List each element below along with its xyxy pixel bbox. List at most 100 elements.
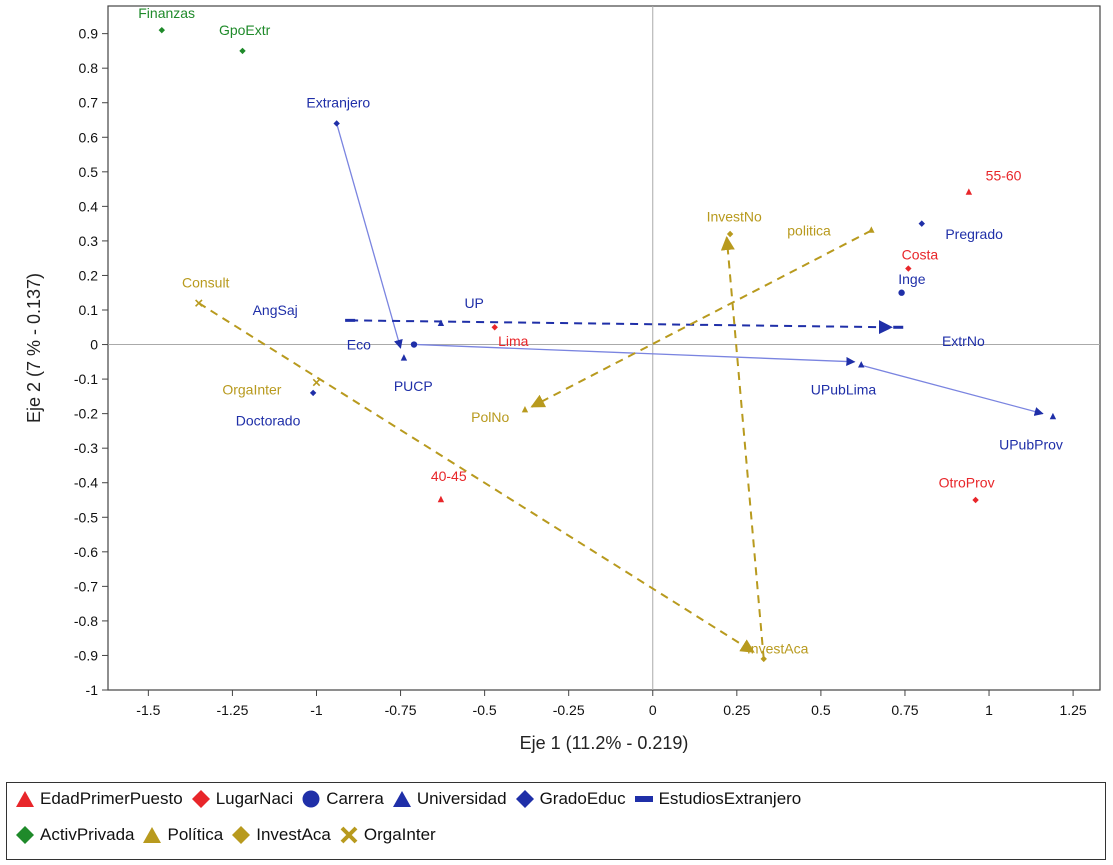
chart-legend: EdadPrimerPuesto LugarNaci Carrera Universi… <box>6 782 1106 860</box>
x-tick-label: -0.75 <box>385 702 417 718</box>
legend-label: GradoEduc <box>539 789 626 808</box>
point-up <box>437 319 445 327</box>
point-label-inge: Inge <box>898 271 925 287</box>
triangle-icon <box>142 825 162 845</box>
y-tick-label: 0.8 <box>79 60 99 76</box>
legend-label: ActivPrivada <box>40 825 135 844</box>
point-upublima <box>858 361 865 368</box>
y-tick-label: -0.5 <box>74 509 98 525</box>
point-label-investaca: InvestAca <box>747 641 809 657</box>
legend-item-lugarnaci: LugarNaci <box>191 789 294 809</box>
point-label-orgainter: OrgaInter <box>222 381 281 397</box>
x-tick-label: 0.75 <box>891 702 918 718</box>
point-label-doctorado: Doctorado <box>236 413 301 429</box>
point-extrno <box>893 325 904 329</box>
x-tick-label: 0.25 <box>723 702 750 718</box>
x-tick-label: -0.25 <box>553 702 585 718</box>
y-tick-label: 0.3 <box>79 233 99 249</box>
x-tick-label: -1 <box>310 702 323 718</box>
y-tick-label: 0.9 <box>79 26 99 42</box>
point-doctorado <box>309 389 317 397</box>
point-costa <box>905 265 912 272</box>
point-label-politica: politica <box>787 223 831 239</box>
y-tick-label: -1 <box>86 682 99 698</box>
point-label-consult: Consult <box>182 274 230 290</box>
plot-frame <box>107 5 1101 691</box>
y-tick-label: 0.2 <box>79 267 99 283</box>
x-tick-label: 0.5 <box>811 702 831 718</box>
point-eco <box>410 341 418 348</box>
trajectory-arrow <box>198 302 755 653</box>
legend-label: Universidad <box>416 789 507 808</box>
y-axis-title: Eje 2 (7 % - 0.137) <box>24 273 44 423</box>
point-label-costa: Costa <box>902 247 939 263</box>
diamond-icon <box>191 789 211 809</box>
x-tick-label: -0.5 <box>473 702 497 718</box>
y-tick-label: -0.4 <box>74 475 98 491</box>
cross-icon <box>339 825 359 845</box>
trajectory-arrow <box>720 236 765 659</box>
point-polno <box>521 405 529 413</box>
point-consult <box>195 299 203 307</box>
point-label-40-45: 40-45 <box>431 468 467 484</box>
point-gpoextr <box>239 47 246 55</box>
y-tick-label: -0.2 <box>74 406 98 422</box>
x-axis-title: Eje 1 (11.2% - 0.219) <box>520 733 689 753</box>
point-label-extrno: ExtrNo <box>942 333 985 349</box>
point-label-eco: Eco <box>347 337 371 353</box>
correspondence-chart: -1.5 -1.25 -1 -0.75 -0.5 -0.25 0 0.25 0.5 0.75 1 1.… <box>24 5 1101 753</box>
point-label-angsaj: AngSaj <box>253 302 298 318</box>
legend-item-activprivada: ActivPrivada <box>15 825 134 845</box>
legend-item-orgainter: OrgaInter <box>339 825 436 845</box>
point-upubprov <box>1049 412 1057 420</box>
point-label-otroprov: OtroProv <box>939 475 995 491</box>
chart-canvas: -1.5 -1.25 -1 -0.75 -0.5 -0.25 0 0.25 0.5 0.75 1 1.… <box>24 5 1101 753</box>
trajectory-arrow <box>417 343 856 367</box>
y-tick-label: 0 <box>90 337 98 353</box>
legend-item-carrera: Carrera <box>301 789 384 809</box>
point-40-45 <box>437 495 445 503</box>
diamond-icon <box>515 789 535 809</box>
x-tick-label: 1.25 <box>1059 702 1086 718</box>
point-label-extranjero: Extranjero <box>306 95 370 111</box>
legend-item-universidad: Universidad <box>392 789 507 809</box>
legend-row-1: EdadPrimerPuesto LugarNaci Carrera Universi… <box>15 789 809 809</box>
y-tick-label: -0.9 <box>74 647 98 663</box>
diamond-icon <box>231 825 251 845</box>
legend-label: EdadPrimerPuesto <box>40 789 183 808</box>
legend-item-investaca: InvestAca <box>231 825 331 845</box>
y-tick-label: -0.7 <box>74 578 98 594</box>
legend-label: OrgaInter <box>363 825 436 844</box>
dash-icon <box>634 789 654 809</box>
y-tick-label: 0.4 <box>79 198 99 214</box>
legend-label: InvestAca <box>256 825 331 844</box>
point-label-upublima: UPubLima <box>811 381 877 397</box>
triangle-icon <box>392 789 412 809</box>
point-finanzas <box>158 26 166 34</box>
legend-label: Carrera <box>326 789 384 808</box>
point-label-upubprov: UPubProv <box>999 437 1063 453</box>
legend-item-edadprimerpuesto: EdadPrimerPuesto <box>15 789 183 809</box>
point-extranjero <box>333 120 340 127</box>
y-tick-label: -0.6 <box>74 544 98 560</box>
point-lima <box>491 324 498 331</box>
point-label-up: UP <box>464 295 483 311</box>
legend-item-gradoeduc: GradoEduc <box>515 789 626 809</box>
trajectory-arrow <box>861 364 1044 416</box>
point-politica <box>868 226 875 233</box>
triangle-icon <box>15 789 35 809</box>
legend-label: Política <box>167 825 224 844</box>
point-pregrado <box>918 220 925 227</box>
point-investno <box>726 230 734 238</box>
point-55-60 <box>965 188 973 195</box>
point-label-pregrado: Pregrado <box>945 226 1003 242</box>
x-tick-label: -1.5 <box>136 702 160 718</box>
legend-label: LugarNaci <box>215 789 294 808</box>
x-tick-label: 1 <box>985 702 993 718</box>
y-tick-label: -0.1 <box>74 371 98 387</box>
legend-item-estudiosextranjero: EstudiosExtranjero <box>634 789 802 809</box>
legend-row-2: ActivPrivada Política InvestAca OrgaInter <box>15 825 444 845</box>
legend-label: EstudiosExtranjero <box>658 789 802 808</box>
trajectory-arrow <box>350 319 893 335</box>
trajectory-arrow <box>336 123 403 349</box>
